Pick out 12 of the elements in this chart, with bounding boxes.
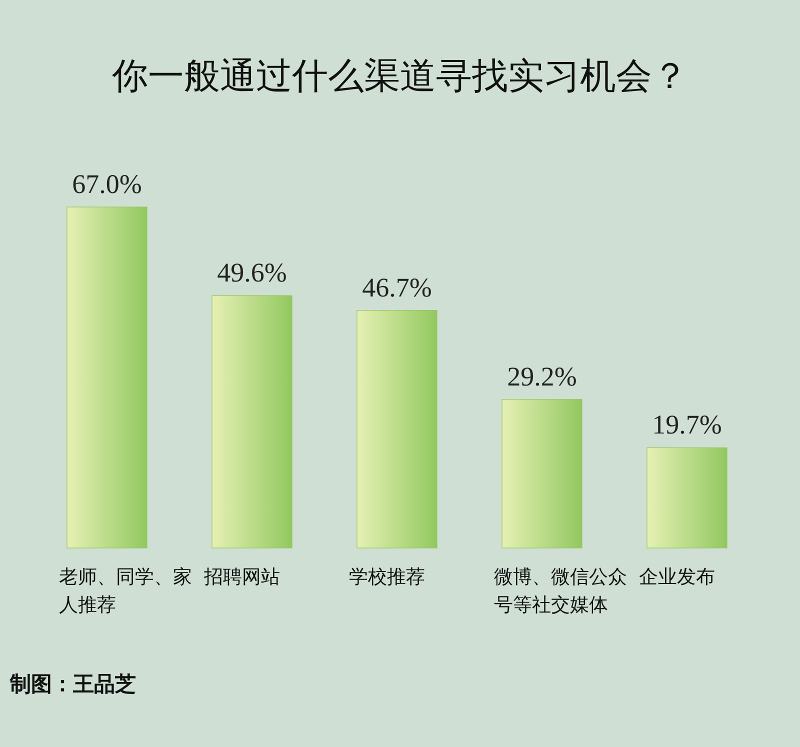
data-label: 67.0% <box>72 169 142 199</box>
data-label: 19.7% <box>652 410 722 440</box>
x-tick-label: 学校推荐 <box>349 565 426 590</box>
x-tick-label: 企业发布 <box>639 565 716 590</box>
x-tick-label: 老师、同学、家人推荐 <box>59 565 193 618</box>
text: 制图：王品芝 <box>10 671 136 698</box>
data-label: 46.7% <box>362 272 432 302</box>
data-label: 29.2% <box>507 361 577 392</box>
data-label: 49.6% <box>217 258 287 288</box>
x-tick-label: 招聘网站 <box>204 565 281 590</box>
x-tick-label: 微博、微信公众号等社交媒体 <box>494 565 628 618</box>
chart-title: 你一般通过什么渠道寻找实习机会？ <box>111 56 688 97</box>
